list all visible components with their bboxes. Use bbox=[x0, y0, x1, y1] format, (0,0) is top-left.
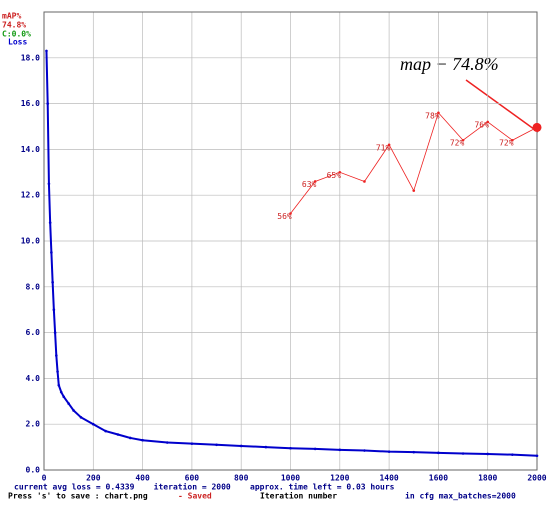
map-value-label: 78% bbox=[425, 111, 440, 120]
loss-point bbox=[51, 280, 54, 284]
legend-c: C:0.0% bbox=[2, 30, 31, 39]
loss-point bbox=[104, 429, 107, 433]
loss-point bbox=[47, 182, 51, 186]
map-value-label: 72% bbox=[499, 139, 514, 148]
loss-point bbox=[437, 451, 440, 455]
loss-point bbox=[128, 436, 132, 440]
y-tick-label: 0.0 bbox=[26, 466, 41, 475]
map-point bbox=[461, 138, 465, 142]
x-tick-label: 1200 bbox=[330, 474, 349, 483]
saved-text: - Saved bbox=[178, 492, 212, 501]
x-tick-label: 1600 bbox=[429, 474, 448, 483]
map-point bbox=[289, 212, 292, 215]
x-tick-label: 2000 bbox=[527, 474, 546, 483]
loss-point bbox=[52, 308, 56, 312]
plot-frame bbox=[43, 11, 538, 471]
x-tick-label: 800 bbox=[234, 474, 249, 483]
config-text: in cfg max_batches=2000 bbox=[405, 491, 516, 501]
loss-point bbox=[461, 452, 465, 455]
loss-point bbox=[46, 102, 49, 105]
x-tick-label: 1000 bbox=[281, 474, 300, 483]
loss-point bbox=[59, 390, 63, 394]
status-line: current avg loss = 0.4339 iteration = 20… bbox=[14, 482, 395, 492]
map-point bbox=[532, 122, 542, 132]
map-point bbox=[313, 180, 317, 183]
loss-point bbox=[62, 395, 66, 399]
loss-point bbox=[92, 422, 95, 426]
legend-map-value: 74.8% bbox=[2, 21, 26, 30]
x-tick-label: 1800 bbox=[478, 474, 497, 483]
map-value-label: 76% bbox=[474, 120, 489, 129]
y-tick-label: 2.0 bbox=[26, 420, 41, 429]
y-tick-label: 12.0 bbox=[21, 191, 40, 200]
loss-point bbox=[79, 416, 83, 419]
x-tick-label: 600 bbox=[185, 474, 200, 483]
x-tick-label: 400 bbox=[135, 474, 150, 483]
loss-point bbox=[264, 445, 268, 449]
loss-point bbox=[50, 251, 53, 254]
annotation: map − 74.8% bbox=[400, 54, 499, 74]
map-value-label: 56% bbox=[277, 212, 292, 221]
loss-point bbox=[239, 444, 243, 448]
loss-point bbox=[141, 438, 144, 442]
loss-point bbox=[215, 443, 218, 447]
loss-point bbox=[412, 450, 416, 454]
loss-point bbox=[72, 409, 75, 412]
legend-map: mAP% bbox=[2, 12, 21, 21]
map-point bbox=[338, 171, 342, 174]
loss-point bbox=[535, 454, 539, 458]
y-tick-label: 4.0 bbox=[26, 374, 41, 383]
map-value-label: 65% bbox=[327, 171, 342, 180]
loss-point bbox=[116, 433, 120, 436]
loss-point bbox=[53, 331, 57, 334]
loss-point bbox=[56, 370, 59, 373]
map-point bbox=[363, 180, 366, 183]
map-point bbox=[511, 138, 514, 142]
x-tick-label: 1400 bbox=[379, 474, 398, 483]
loss-point bbox=[511, 453, 514, 456]
annotation-arrow bbox=[465, 79, 539, 133]
loss-point bbox=[338, 448, 342, 452]
loss-point bbox=[486, 452, 490, 456]
y-tick-label: 16.0 bbox=[21, 99, 40, 108]
y-tick-label: 10.0 bbox=[21, 237, 40, 246]
y-tick-label: 6.0 bbox=[26, 328, 41, 337]
save-line: Press 's' to save : chart.png bbox=[8, 492, 148, 501]
x-tick-label: 200 bbox=[86, 474, 101, 483]
loss-point bbox=[55, 354, 58, 357]
map-point bbox=[437, 111, 440, 115]
map-value-label: 63% bbox=[302, 180, 317, 189]
loss-point bbox=[387, 450, 391, 453]
map-value-label: 71% bbox=[376, 143, 391, 152]
loss-point bbox=[313, 447, 317, 451]
loss-point bbox=[165, 441, 169, 444]
y-tick-label: 14.0 bbox=[21, 145, 40, 154]
map-point bbox=[486, 120, 490, 124]
map-point bbox=[412, 189, 416, 192]
loss-point bbox=[190, 442, 194, 445]
y-tick-label: 8.0 bbox=[26, 282, 41, 291]
y-tick-label: 18.0 bbox=[21, 53, 40, 62]
x-tick-label: 0 bbox=[42, 474, 47, 483]
legend-loss: Loss bbox=[8, 38, 27, 47]
loss-point bbox=[363, 449, 366, 452]
loss-point bbox=[289, 446, 292, 450]
loss-point bbox=[48, 221, 52, 224]
loss-point bbox=[57, 383, 61, 387]
map-point bbox=[387, 143, 391, 147]
loss-point bbox=[67, 402, 70, 405]
x-axis-label: Iteration number bbox=[260, 491, 337, 501]
loss-point bbox=[45, 49, 48, 53]
map-value-label: 72% bbox=[450, 139, 465, 148]
